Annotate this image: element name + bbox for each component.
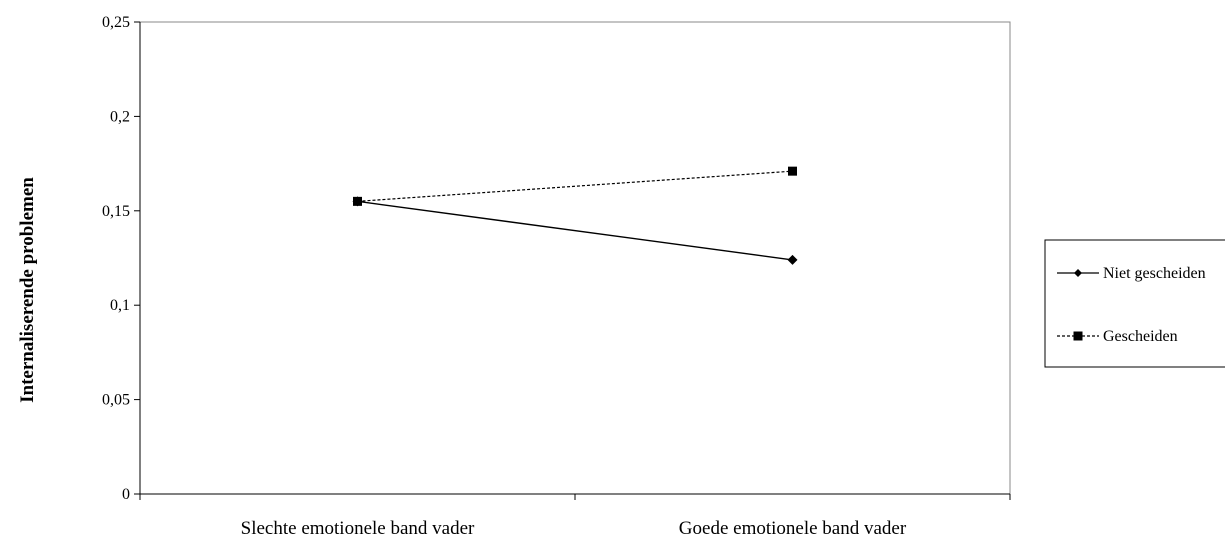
y-tick-label: 0,15: [102, 203, 130, 220]
series-line-1: [357, 170, 793, 202]
y-tick-label: 0,2: [110, 108, 130, 125]
legend-label: Gescheiden: [1103, 328, 1178, 345]
data-point-square: [788, 166, 797, 176]
y-ticks: 0 0,05 0,1 0,15 0,2 0,25: [102, 14, 140, 503]
x-category-label: Goede emotionele band vader: [679, 518, 907, 539]
series-lines: [357, 170, 793, 261]
y-tick-label: 0,05: [102, 392, 130, 409]
legend-swatch-marker: [1073, 331, 1083, 341]
legend: Niet gescheiden Gescheiden: [1044, 239, 1225, 368]
data-point-square: [353, 196, 362, 206]
legend-swatch-marker: [1074, 269, 1082, 277]
plot-area: [139, 21, 1011, 495]
series-line-0: [357, 200, 793, 261]
y-tick-label: 0,25: [102, 14, 130, 31]
legend-label: Niet gescheiden: [1103, 265, 1206, 282]
data-point-diamond: [787, 254, 798, 265]
x-category-label: Slechte emotionele band vader: [241, 518, 475, 539]
y-tick-label: 0: [122, 486, 130, 503]
series-markers: [352, 166, 798, 265]
x-ticks: Slechte emotionele band vader Goede emoti…: [139, 494, 1011, 539]
legend-items: Niet gescheiden Gescheiden: [1057, 265, 1206, 345]
y-tick-label: 0,1: [110, 297, 130, 314]
y-axis-title: Internaliserende problemen: [17, 177, 38, 403]
legend-box: [1044, 239, 1225, 368]
